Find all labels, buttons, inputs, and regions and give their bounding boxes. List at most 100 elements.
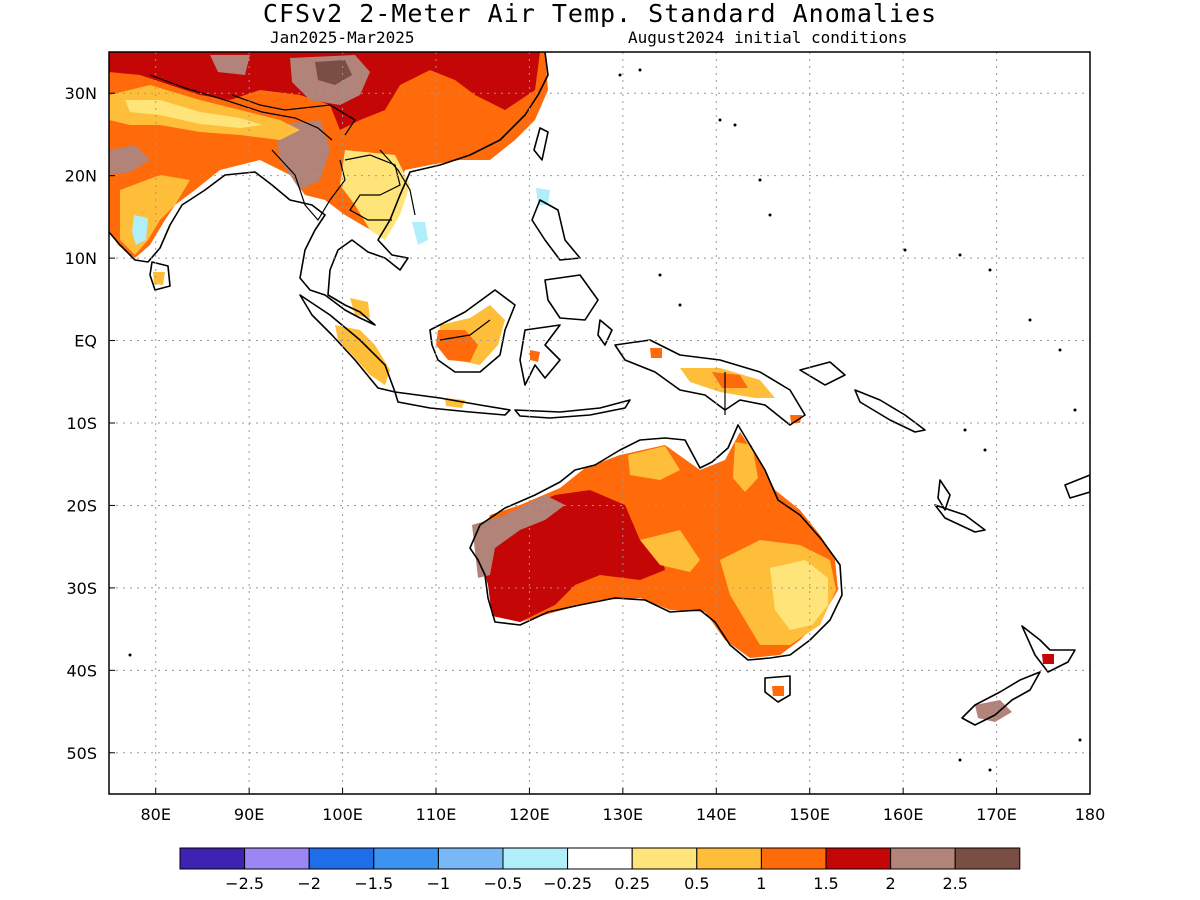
australia-north-yellow bbox=[628, 446, 680, 480]
tasmania-field bbox=[772, 686, 784, 696]
lon-tick-label: 150E bbox=[789, 805, 830, 824]
newbritain-red bbox=[790, 415, 802, 423]
legend-swatch bbox=[890, 847, 956, 870]
newguinea-coast bbox=[614, 339, 806, 426]
himalaya-brown-field bbox=[275, 120, 330, 190]
lat-tick-label: 40S bbox=[66, 661, 97, 680]
coastlines bbox=[109, 52, 1090, 726]
lat-tick-label: 20S bbox=[66, 496, 97, 515]
lon-tick-label: 130E bbox=[603, 805, 644, 824]
lon-tick-label: 90E bbox=[234, 805, 264, 824]
nz-south-brown bbox=[975, 700, 1012, 722]
legend-label: 1 bbox=[756, 874, 766, 893]
color-legend: −2.5 −2 −1.5 −1 −0.5 −0.25 0.25 0.5 1 1.5 2 2.5 bbox=[179, 847, 1021, 893]
australia-brown-field bbox=[472, 495, 565, 578]
sumatra-coast bbox=[299, 294, 396, 393]
newbritain-coast bbox=[799, 361, 846, 386]
lat-tick-label: EQ bbox=[74, 332, 97, 351]
australia-central-yellow bbox=[640, 530, 700, 572]
india-lightyellow-band bbox=[125, 100, 262, 128]
border-borneo bbox=[439, 319, 491, 341]
vanuatu-coast bbox=[937, 479, 951, 511]
sumatra-field bbox=[335, 325, 390, 385]
legend-swatch bbox=[373, 847, 439, 870]
newguinea-red bbox=[650, 348, 662, 358]
legend-swatch bbox=[954, 847, 1021, 870]
legend-label: −2 bbox=[297, 874, 321, 893]
pacific-islands bbox=[128, 68, 1082, 772]
luzon-coast bbox=[531, 199, 581, 261]
cape-york-yellow bbox=[733, 442, 758, 492]
borneo-orange bbox=[436, 330, 478, 362]
lon-tick-label: 80E bbox=[140, 805, 170, 824]
australia-east-lightyellow bbox=[770, 560, 828, 630]
srilanka-coast bbox=[149, 261, 171, 291]
taiwan-coast bbox=[533, 127, 549, 161]
nz-north-red bbox=[1042, 654, 1054, 664]
legend-swatch bbox=[567, 847, 633, 870]
asia-coastline bbox=[109, 52, 549, 326]
lon-tick-label: 110E bbox=[416, 805, 457, 824]
legend-swatch bbox=[244, 847, 310, 870]
lon-tick-label: 120E bbox=[509, 805, 550, 824]
lon-tick-label: 170E bbox=[976, 805, 1017, 824]
sulawesi-coast bbox=[519, 324, 561, 386]
legend-label: 2 bbox=[886, 874, 896, 893]
legend-label: 1.5 bbox=[813, 874, 838, 893]
legend-label: −0.5 bbox=[484, 874, 523, 893]
srilanka-yellow bbox=[153, 272, 165, 285]
malaya-field bbox=[350, 298, 370, 318]
sulawesi-field bbox=[530, 350, 540, 362]
solomons-coast bbox=[854, 389, 926, 433]
legend-label: 0.25 bbox=[614, 874, 650, 893]
latitude-axis: 30N 20N 10N EQ 10S 20S 30S 40S 50S bbox=[65, 84, 115, 763]
legend-swatch bbox=[437, 847, 504, 870]
legend-label: −1.5 bbox=[354, 874, 393, 893]
legend-label: 0.5 bbox=[684, 874, 709, 893]
nz-south-coast bbox=[961, 671, 1041, 726]
lon-tick-label: 180 bbox=[1075, 805, 1106, 824]
tasmania-coast bbox=[764, 675, 791, 703]
legend-label: −1 bbox=[427, 874, 451, 893]
legend-swatch bbox=[502, 847, 569, 870]
border-myanmar bbox=[271, 149, 346, 222]
gridlines bbox=[109, 52, 1090, 794]
legend-swatch bbox=[825, 847, 892, 870]
legend-swatch bbox=[308, 847, 375, 870]
anomaly-fields bbox=[109, 52, 1054, 722]
lesser-sunda-coast bbox=[514, 399, 631, 419]
border-laos-vietnam bbox=[379, 149, 416, 216]
country-borders bbox=[149, 74, 726, 415]
legend-swatch bbox=[696, 847, 762, 870]
newguinea-orange bbox=[712, 372, 748, 388]
india-brown-field bbox=[109, 145, 150, 175]
lat-tick-label: 30N bbox=[65, 84, 97, 103]
border-tibet-china bbox=[231, 94, 356, 136]
fiji-coast bbox=[1064, 474, 1090, 499]
newcaledonia-coast bbox=[934, 504, 986, 533]
legend-swatch bbox=[179, 847, 246, 870]
border-india-tibet bbox=[149, 74, 333, 141]
legend-label: −0.25 bbox=[543, 874, 592, 893]
asia-orange-field bbox=[109, 52, 548, 258]
indochina-blue bbox=[412, 222, 428, 245]
legend-swatch bbox=[760, 847, 827, 870]
mindanao-coast bbox=[544, 274, 599, 321]
india-south-yellow bbox=[120, 175, 190, 255]
border-indochina bbox=[344, 154, 401, 221]
lat-tick-label: 20N bbox=[65, 167, 97, 186]
initial-conditions: August2024 initial conditions bbox=[628, 28, 908, 47]
nz-north-coast bbox=[1021, 625, 1076, 673]
lon-tick-label: 100E bbox=[322, 805, 363, 824]
lat-tick-label: 30S bbox=[66, 579, 97, 598]
lat-tick-label: 50S bbox=[66, 744, 97, 763]
legend-swatch bbox=[631, 847, 698, 870]
java-coast bbox=[394, 391, 511, 416]
legend-label: −2.5 bbox=[225, 874, 264, 893]
lat-tick-label: 10S bbox=[66, 414, 97, 433]
west-brown-field bbox=[210, 55, 250, 75]
legend-label: 2.5 bbox=[942, 874, 967, 893]
australia-coast bbox=[469, 424, 843, 661]
longitude-axis: 80E 90E 100E 110E 120E 130E 140E 150E 160E 170E 18… bbox=[140, 788, 1105, 824]
